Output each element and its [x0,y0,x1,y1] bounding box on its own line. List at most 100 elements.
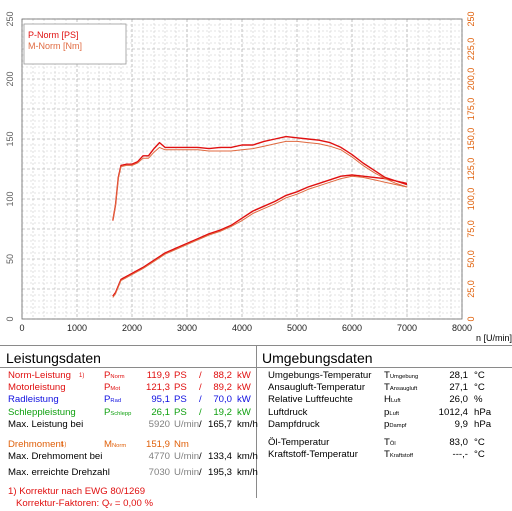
left-tick-label: 100 [5,191,15,206]
footnote-marker: 1) [61,441,67,448]
left-tick-label: 50 [5,254,15,264]
rpm-value: 5920 [148,418,170,430]
value-kw: 89,2 [213,382,232,394]
footnote-korrektur-faktoren: Korrektur-Faktoren: Qv = 0,00 % [16,497,154,509]
x-tick-label: 1000 [67,323,87,333]
rpm-unit: U/min [174,451,200,463]
x-tick-label: 7000 [397,323,417,333]
right-axis-ticks: 0 25,0 50,0 75,0 100,0 125,0 150,0 175,0 200,0 22… [466,11,476,321]
label: Max. Leistung bei [8,418,84,430]
separator-vertical [256,345,257,498]
row-radleistung: Radleistung PRad 95,1 PS / 70,0 kW [8,394,254,406]
x-tick-label: 3000 [177,323,197,333]
speed-unit: km/h [237,418,258,430]
slash: / [199,406,202,418]
row-ansaugluft-temperatur: Ansaugluft-Temperatur TAnsaugluft 27,1 °… [268,382,485,394]
series-line-1 [112,175,408,298]
leistungsdaten-panel: Norm-Leistung 1) PNorm 119,9 PS / 88,2 k… [8,370,258,510]
label: Max. erreichte Drehzahl [8,467,110,479]
plot-frame [21,18,463,320]
value-ps: 119,9 [146,370,170,381]
row-max-drehzahl: Max. erreichte Drehzahl 7030 U/min / 195… [8,467,258,479]
right-tick-label: 0 [466,316,476,321]
dyno-chart: 0 50 100 150 200 250 0 25,0 50,0 75,0 100,0 125,0 1… [5,11,512,343]
row-kraftstoff-temperatur: Kraftstoff-Temperatur TKraftstoff ---,- … [268,449,485,461]
x-axis-label: n [U/min] [476,333,512,343]
left-tick-label: 200 [5,71,15,86]
slash: / [199,467,202,479]
row-drehmoment: Drehmoment 1) MNorm 151,9 Nm [8,439,254,451]
umgebungsdaten-panel: Umgebungs-Temperatur TUmgebung 28,1 °C A… [268,370,508,461]
value-ps: 26,1 [151,406,170,418]
right-tick-label: 225,0 [466,38,476,61]
right-tick-label: 175,0 [466,98,476,121]
x-tick-label: 4000 [232,323,252,333]
chart-axes [21,18,463,320]
symbol: PSchlepp [104,406,132,418]
value-ps: 95,1 [151,394,170,406]
label: Schleppleistung [8,406,76,418]
speed-unit: km/h [237,467,258,479]
left-tick-label: 250 [5,11,15,26]
right-tick-label: 25,0 [466,280,476,298]
symbol: PRad [104,394,122,406]
row-dampfdruck: Dampfdruck pDampf 9,9 hPa [268,418,492,430]
x-tick-label: 5000 [287,323,307,333]
row-max-leistung: Max. Leistung bei 5920 U/min / 165,7 km/… [8,418,258,431]
x-tick-label: 8000 [452,323,472,333]
unit-kw: kW [237,406,251,418]
x-tick-label: 6000 [342,323,362,333]
speed-value: 195,3 [207,467,232,479]
label: Motorleistung [8,382,66,394]
left-tick-label: 0 [5,316,15,321]
rpm-unit: U/min [174,418,200,430]
right-tick-label: 50,0 [466,250,476,268]
right-tick-label: 200,0 [466,68,476,91]
series-line-3 [112,140,408,221]
symbol: PNorm [104,370,125,381]
row-oel-temperatur: Öl-Temperatur TÖl 83,0 °C [268,436,485,448]
row-umgebungs-temperatur: Umgebungs-Temperatur TUmgebung 28,1 °C [268,370,485,381]
rpm-value: 4770 [148,451,170,463]
symbol: PMot [104,382,121,394]
row-max-drehmoment: Max. Drehmoment bei 4770 U/min / 133,4 k… [8,451,258,463]
right-tick-label: 150,0 [466,128,476,151]
value-kw: 19,2 [213,406,232,418]
slash: / [199,451,202,463]
slash: / [199,370,202,381]
row-schleppleistung: Schleppleistung PSchlepp 26,1 PS / 19,2 … [8,407,254,419]
unit-ps: PS [174,394,187,406]
right-tick-label: 250 [466,11,476,26]
left-tick-label: 150 [5,131,15,146]
series-line-2 [112,135,408,221]
slash: / [199,394,202,406]
x-tick-label: 0 [19,323,24,333]
right-tick-label: 75,0 [466,220,476,238]
slash: / [199,418,202,430]
unit-ps: PS [174,406,187,418]
speed-value: 133,4 [207,451,232,463]
row-luftdruck: Luftdruck pLuft 1012,4 hPa [268,406,492,418]
umgebungsdaten-title: Umgebungsdaten [262,350,373,366]
footnote-marker: 1) [79,373,85,379]
row-norm-leistung: Norm-Leistung 1) PNorm 119,9 PS / 88,2 k… [8,370,254,382]
footnote-korrektur: 1) Korrektur nach EWG 80/1269 [8,485,146,497]
label: Max. Drehmoment bei [8,451,103,463]
chart-series [112,135,408,298]
slash: / [199,382,202,394]
x-tick-label: 2000 [122,323,142,333]
rpm-value: 7030 [148,467,170,479]
legend-entry-m-norm: M-Norm [Nm] [28,41,82,51]
right-tick-label: 125,0 [466,158,476,181]
value-kw: 88,2 [213,370,232,381]
unit-ps: PS [174,382,187,394]
right-tick-label: 100,0 [466,188,476,211]
unit-kw: kW [237,370,251,381]
unit-kw: kW [237,394,251,406]
symbol: MNorm [104,438,127,450]
label: Radleistung [8,394,59,406]
leistungsdaten-title: Leistungsdaten [6,350,101,366]
label: Drehmoment [8,438,64,450]
left-axis-ticks: 0 50 100 150 200 250 [5,11,15,321]
rpm-unit: U/min [174,467,200,479]
